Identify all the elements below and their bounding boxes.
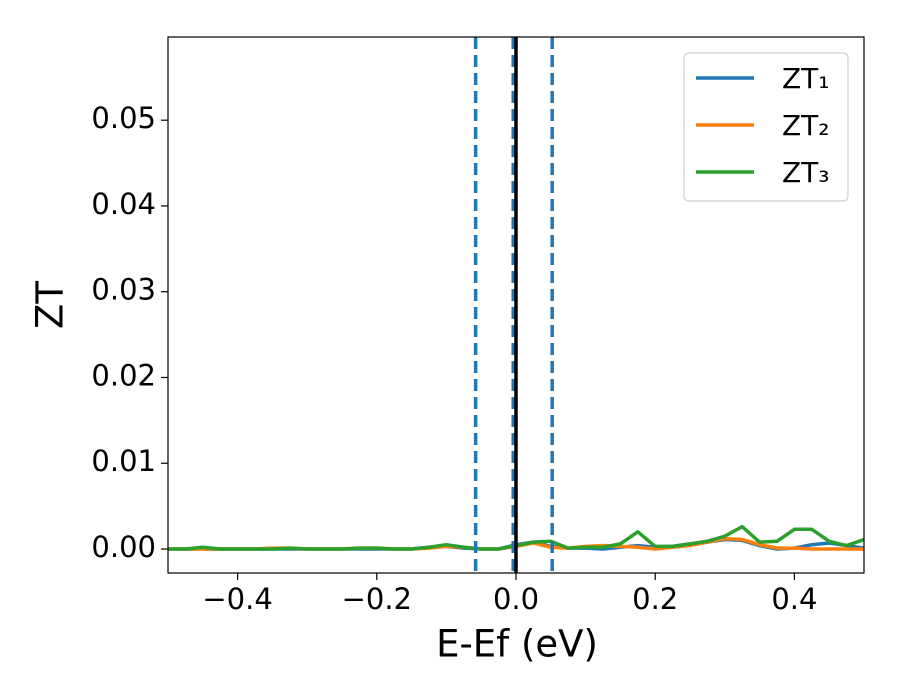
y-tick-label: 0.05 xyxy=(91,101,156,135)
x-tick-label: −0.2 xyxy=(342,582,412,616)
x-tick-label: −0.4 xyxy=(202,582,272,616)
legend-label: ZT₁ xyxy=(782,62,830,95)
legend-label: ZT₂ xyxy=(782,109,830,142)
y-tick-label: 0.04 xyxy=(91,187,156,221)
x-tick-label: 0.0 xyxy=(493,582,539,616)
x-tick-label: 0.4 xyxy=(771,582,817,616)
plot-frame xyxy=(167,36,865,574)
legend-box xyxy=(683,52,849,202)
y-tick-label: 0.03 xyxy=(91,273,156,307)
y-tick-label: 0.01 xyxy=(91,444,156,478)
y-axis-label: ZT xyxy=(29,281,72,329)
y-tick-label: 0.00 xyxy=(91,530,156,564)
legend-label: ZT₃ xyxy=(782,156,830,189)
x-axis-label: E-Ef (eV) xyxy=(436,623,598,666)
x-tick-label: 0.2 xyxy=(632,582,678,616)
y-tick-label: 0.02 xyxy=(91,358,156,392)
